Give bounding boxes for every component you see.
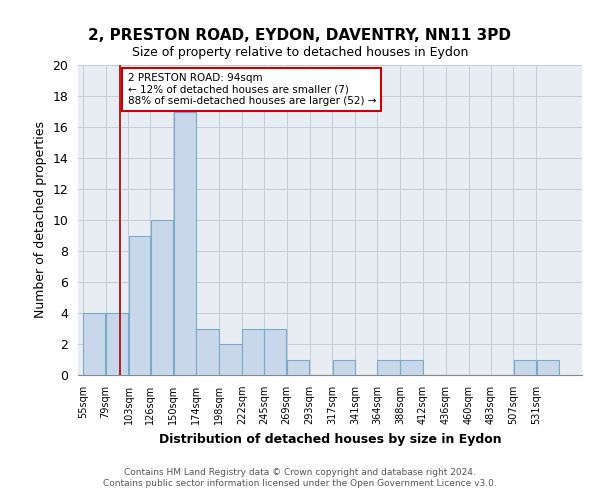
X-axis label: Distribution of detached houses by size in Eydon: Distribution of detached houses by size … [158, 432, 502, 446]
Bar [106, 313, 128, 375]
Text: Contains HM Land Registry data © Crown copyright and database right 2024.
Contai: Contains HM Land Registry data © Crown c… [103, 468, 497, 487]
Text: Size of property relative to detached houses in Eydon: Size of property relative to detached ho… [132, 46, 468, 59]
Bar [400, 360, 422, 375]
Bar [83, 313, 106, 375]
Bar [196, 328, 219, 375]
Bar [287, 360, 309, 375]
Bar [242, 328, 263, 375]
Text: 2 PRESTON ROAD: 94sqm
← 12% of detached houses are smaller (7)
88% of semi-detac: 2 PRESTON ROAD: 94sqm ← 12% of detached … [128, 72, 376, 106]
Y-axis label: Number of detached properties: Number of detached properties [34, 122, 47, 318]
Bar [173, 112, 196, 375]
Bar [151, 220, 173, 375]
Bar [332, 360, 355, 375]
Bar [129, 236, 150, 375]
Bar [264, 328, 286, 375]
Bar [377, 360, 400, 375]
Bar [536, 360, 559, 375]
Bar [514, 360, 536, 375]
Text: 2, PRESTON ROAD, EYDON, DAVENTRY, NN11 3PD: 2, PRESTON ROAD, EYDON, DAVENTRY, NN11 3… [89, 28, 511, 42]
Bar [219, 344, 242, 375]
